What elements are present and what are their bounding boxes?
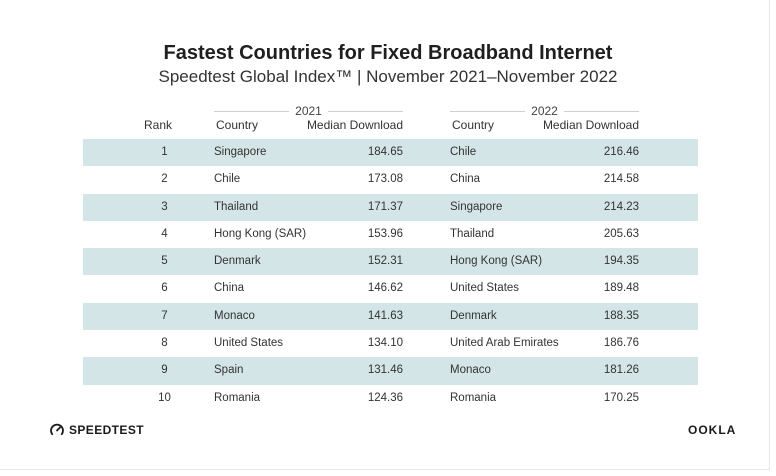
year-rule-right: [563, 110, 640, 112]
country-2022-cell: Singapore: [450, 200, 503, 213]
country-2022-cell: Romania: [450, 391, 497, 404]
median-2021-cell: 184.65: [367, 146, 403, 158]
table-row: 5 Denmark 152.31 Hong Kong (SAR) 194.35: [83, 248, 698, 276]
year-rule-right: [327, 110, 404, 112]
table-row: 8 United States 134.10 United Arab Emirates…: [83, 330, 698, 357]
country-2021-cell: Denmark: [214, 255, 261, 268]
table-row: 7 Monaco 141.63 Denmark 188.35: [83, 302, 698, 331]
median-2022-cell: 181.26: [603, 364, 639, 377]
median-2022-cell: 188.35: [603, 309, 639, 322]
year-rule-left: [214, 110, 290, 112]
median-2022-cell: 189.48: [603, 282, 639, 295]
rank-cell: 6: [161, 282, 168, 295]
column-header-median-2022: Median Download: [542, 118, 639, 132]
country-2021-cell: Singapore: [214, 146, 267, 158]
rank-cell: 3: [161, 200, 168, 213]
country-2021-cell: Hong Kong (SAR): [214, 227, 307, 240]
median-2021-cell: 131.46: [367, 364, 403, 377]
median-2022-cell: 214.23: [603, 200, 639, 213]
country-2022-cell: Thailand: [450, 227, 495, 240]
country-2021-cell: China: [214, 282, 245, 295]
speedtest-logo: SPEEDTEST: [50, 423, 144, 437]
country-2022-cell: United Arab Emirates: [450, 337, 559, 350]
country-2022-cell: Monaco: [450, 364, 491, 377]
table-row: 6 China 146.62 United States 189.48: [83, 275, 698, 302]
year-label-2022: 2022: [531, 104, 558, 118]
median-2022-cell: 194.35: [603, 255, 639, 268]
rank-cell: 8: [161, 337, 168, 350]
country-2022-cell: Chile: [450, 146, 477, 158]
country-2021-cell: Chile: [214, 173, 241, 186]
rank-cell: 7: [161, 309, 168, 322]
column-header-rank: Rank: [144, 118, 173, 132]
country-2022-cell: United States: [450, 282, 520, 295]
median-2021-cell: 141.63: [367, 309, 403, 322]
year-header-2021: 2021: [214, 104, 404, 118]
column-header-country-2022: Country: [452, 118, 495, 132]
rank-cell: 5: [161, 255, 168, 268]
year-header-2022: 2022: [450, 104, 640, 118]
median-2022-cell: 170.25: [603, 391, 639, 404]
rank-cell: 9: [161, 364, 168, 377]
table-row: 10 Romania 124.36 Romania 170.25: [83, 385, 698, 412]
table-row: 1 Singapore 184.65 Chile 216.46: [83, 139, 698, 167]
rank-cell: 10: [158, 391, 171, 404]
chart-card: Fastest Countries for Fixed Broadband In…: [0, 0, 770, 470]
rank-cell: 1: [161, 146, 168, 158]
table-row: 9 Spain 131.46 Monaco 181.26: [83, 357, 698, 385]
country-2021-cell: Spain: [214, 364, 244, 377]
country-2022-cell: China: [450, 173, 481, 186]
country-2021-cell: Monaco: [214, 309, 255, 322]
median-2021-cell: 124.36: [367, 391, 403, 404]
chart-subtitle: Speedtest Global Index™ | November 2021–…: [158, 67, 618, 86]
country-2021-cell: Romania: [214, 391, 261, 404]
country-2022-cell: Denmark: [450, 309, 497, 322]
country-2021-cell: United States: [214, 337, 284, 350]
median-2021-cell: 153.96: [367, 227, 403, 240]
country-2022-cell: Hong Kong (SAR): [450, 255, 543, 268]
column-header-country-2021: Country: [216, 118, 259, 132]
year-rule-left: [450, 110, 526, 112]
median-2021-cell: 173.08: [367, 173, 403, 186]
ookla-logo: OOKLA: [688, 423, 737, 437]
median-2022-cell: 216.46: [603, 146, 639, 158]
chart-title: Fastest Countries for Fixed Broadband In…: [163, 42, 613, 64]
rank-cell: 2: [161, 173, 168, 186]
median-2021-cell: 171.37: [367, 200, 403, 213]
speedtest-wordmark: SPEEDTEST: [69, 423, 144, 437]
median-2021-cell: 146.62: [367, 282, 403, 295]
median-2022-cell: 205.63: [603, 227, 639, 240]
year-label-2021: 2021: [295, 104, 322, 118]
table-body: 1 Singapore 184.65 Chile 216.46 2 Chile 173.08 C…: [83, 139, 698, 412]
rank-cell: 4: [161, 227, 168, 240]
column-header-median-2021: Median Download: [306, 118, 403, 132]
table-row: 4 Hong Kong (SAR) 153.96 Thailand 205.63: [83, 221, 698, 248]
median-2022-cell: 186.76: [603, 337, 639, 350]
median-2021-cell: 152.31: [367, 255, 403, 268]
median-2021-cell: 134.10: [367, 337, 403, 350]
country-2021-cell: Thailand: [214, 200, 259, 213]
table-row: 2 Chile 173.08 China 214.58: [83, 166, 698, 193]
table-row: 3 Thailand 171.37 Singapore 214.23: [83, 193, 698, 221]
median-2022-cell: 214.58: [603, 173, 639, 186]
speedometer-icon: [50, 423, 64, 436]
